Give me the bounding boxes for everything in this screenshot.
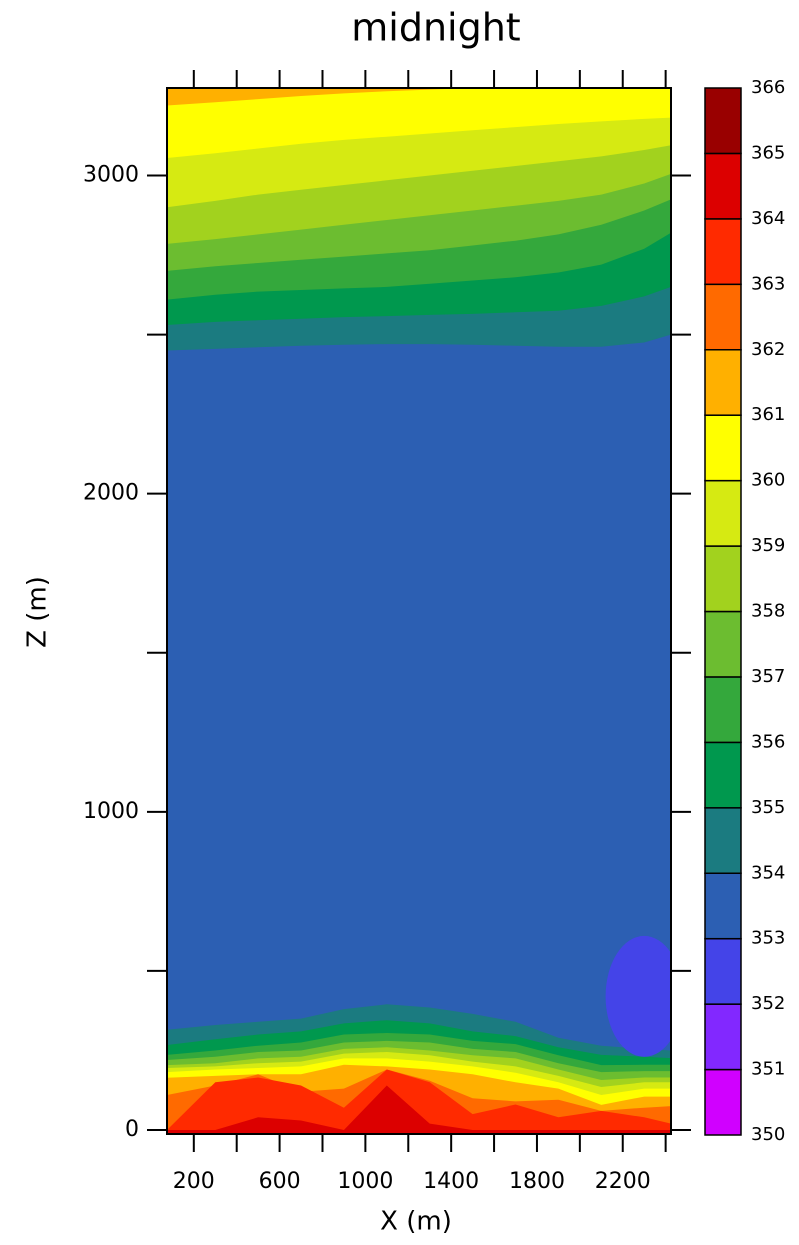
colorbar-swatch [704,87,742,155]
colorbar-swatch [704,218,742,286]
colorbar-label: 362 [751,339,785,360]
colorbar-label: 357 [751,666,785,687]
colorbar-label: 364 [751,208,785,229]
colorbar-swatch [704,807,742,874]
colorbar-swatch [704,479,742,547]
y-tick-label: 2000 [83,481,139,506]
colorbar-swatch [704,414,742,482]
x-tick-label: 1000 [337,1169,393,1194]
colorbar-label: 354 [751,862,785,883]
colorbar-swatch [704,1003,742,1071]
contour-band [167,1085,671,1134]
x-tick-label: 600 [259,1169,301,1194]
colorbar-label: 355 [751,797,785,818]
colorbar-swatch [704,872,742,940]
colorbar-swatch [704,152,742,220]
y-tick-label: 0 [125,1117,139,1142]
colorbar-label: 359 [751,535,785,556]
contour-band [167,88,671,106]
contour-band [167,88,671,158]
x-tick-label: 2200 [595,1169,651,1194]
colorbar-label: 352 [751,993,785,1014]
colorbar-label: 365 [751,142,785,163]
colorbar-swatch [704,349,742,416]
colorbar-label: 353 [751,928,785,949]
contour-band [167,1069,671,1134]
colorbar-label: 356 [751,731,785,752]
colorbar-swatch [704,676,742,744]
x-tick-label: 1800 [509,1169,565,1194]
y-tick-label: 3000 [83,162,139,187]
y-tick-label: 1000 [83,799,139,824]
colorbar-label: 351 [751,1059,785,1080]
colorbar-swatch [704,283,742,351]
colorbar-label: 363 [751,273,785,294]
colorbar-swatch [704,1068,742,1136]
colorbar-label: 350 [751,1124,785,1145]
colorbar-label: 366 [751,77,785,98]
x-axis-label: X (m) [380,1207,452,1237]
chart-title: midnight [351,6,520,50]
colorbar-label: 361 [751,404,785,425]
y-axis-label: Z (m) [23,576,53,648]
colorbar-label: 358 [751,601,785,622]
colorbar-swatch [704,741,742,809]
colorbar-swatch [704,610,742,678]
colorbar-swatch [704,545,742,613]
x-tick-label: 1400 [423,1169,479,1194]
plot-area [167,88,671,1134]
x-tick-label: 200 [173,1169,215,1194]
plot-frame [166,87,672,1135]
contour-region [605,935,671,1057]
colorbar-swatch [704,937,742,1005]
colorbar-label: 360 [751,470,785,491]
